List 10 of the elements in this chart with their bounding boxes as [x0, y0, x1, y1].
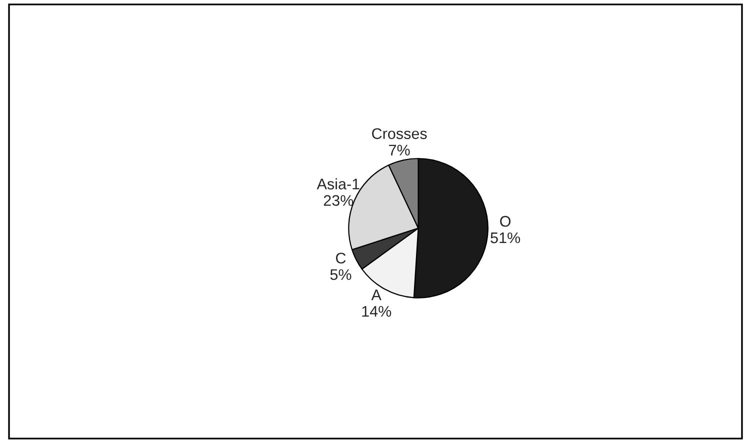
- data-label: 51%: [490, 232, 520, 244]
- slice-label: Asia-1: [316, 178, 360, 190]
- data-label: 5%: [330, 269, 352, 280]
- data-label: 7%: [389, 144, 410, 156]
- data-label: 14%: [362, 306, 392, 317]
- data-label: 23%: [324, 195, 354, 206]
- slice-label: C: [336, 252, 346, 264]
- slice-label: O: [500, 216, 511, 227]
- slice-label: Crosses: [372, 128, 427, 140]
- slice-label: A: [371, 290, 382, 300]
